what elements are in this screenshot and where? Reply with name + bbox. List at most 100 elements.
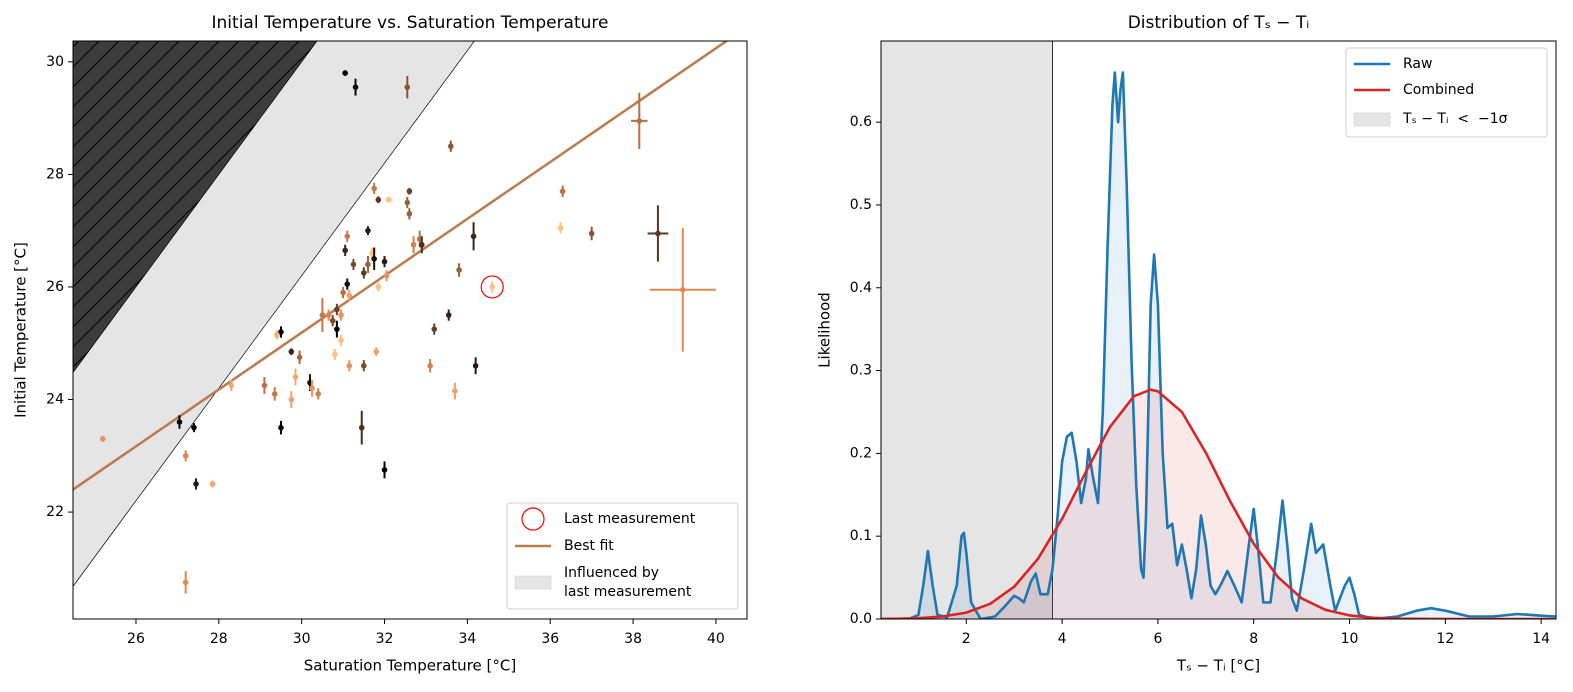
y-tick-label: 0.3 — [850, 363, 872, 379]
x-tick-label: 30 — [293, 631, 311, 647]
x-tick-label: 8 — [1249, 631, 1258, 647]
legend-label: Tₛ − Tᵢ < −1σ — [1402, 111, 1508, 127]
point — [309, 385, 315, 392]
point — [358, 424, 365, 431]
y-tick-label: 26 — [46, 279, 64, 295]
point — [332, 351, 338, 358]
point — [472, 362, 479, 369]
legend-label: Best fit — [564, 538, 614, 554]
point — [406, 210, 413, 217]
y-tick-label: 0.4 — [850, 280, 872, 296]
x-tick-label: 4 — [1058, 631, 1067, 647]
x-axis-label: Saturation Temperature [°C] — [304, 657, 516, 675]
point — [288, 396, 295, 403]
y-tick-label: 0.1 — [850, 528, 872, 544]
point — [352, 84, 359, 90]
point — [679, 286, 686, 293]
point — [445, 312, 452, 318]
point — [261, 382, 268, 389]
point — [325, 312, 332, 318]
point — [338, 337, 344, 344]
point — [431, 326, 438, 332]
legend-marker — [521, 507, 545, 531]
legend-label: Raw — [1403, 56, 1432, 72]
point — [365, 227, 371, 234]
x-tick-label: 40 — [707, 631, 725, 647]
point — [365, 261, 371, 268]
point — [228, 382, 235, 389]
point — [375, 284, 382, 290]
point — [278, 329, 284, 335]
point — [588, 230, 595, 237]
point — [655, 230, 661, 237]
x-tick-label: 38 — [624, 631, 642, 647]
x-tick-label: 36 — [541, 631, 559, 647]
point — [452, 388, 458, 394]
legend-label: last measurement — [564, 584, 692, 600]
point — [182, 579, 189, 586]
y-tick-label: 28 — [46, 166, 64, 182]
point — [182, 452, 189, 459]
point — [404, 84, 411, 90]
point — [319, 312, 326, 318]
legend-label: Influenced by — [564, 565, 659, 581]
point — [346, 362, 353, 369]
point — [334, 306, 340, 313]
y-tick-label: 0.2 — [850, 445, 872, 461]
point — [209, 481, 216, 487]
y-tick-label: 24 — [46, 392, 64, 408]
x-axis-label: Tₛ − Tᵢ [°C] — [1176, 657, 1260, 675]
fit-line — [73, 41, 729, 491]
point — [191, 424, 197, 431]
x-tick-label: 10 — [1341, 631, 1359, 647]
point — [371, 185, 377, 192]
point — [373, 348, 380, 355]
point — [361, 270, 367, 276]
point — [193, 481, 199, 487]
point — [329, 317, 336, 324]
point — [385, 196, 392, 203]
point — [557, 225, 564, 231]
point — [361, 362, 367, 369]
point — [406, 188, 413, 195]
y-tick-label: 0.0 — [850, 611, 872, 627]
chart-title: Initial Temperature vs. Saturation Tempe… — [212, 13, 609, 33]
point — [292, 374, 299, 380]
y-tick-label: 22 — [46, 504, 64, 520]
plot-area — [73, 41, 729, 594]
x-tick-label: 32 — [376, 631, 394, 647]
point — [334, 326, 340, 332]
legend-label: Last measurement — [564, 511, 696, 527]
y-tick-label: 0.6 — [850, 114, 872, 130]
line — [881, 388, 1556, 619]
legend-marker — [1353, 112, 1391, 127]
point — [381, 258, 388, 265]
chart-title: Distribution of Tₛ − Tᵢ — [1128, 13, 1310, 33]
last-measurement — [480, 275, 504, 299]
point — [381, 467, 388, 473]
point — [489, 284, 496, 290]
axes-frame — [72, 40, 748, 620]
point — [636, 118, 643, 124]
point — [344, 281, 351, 287]
point — [340, 289, 346, 296]
point — [470, 233, 477, 240]
point — [427, 362, 433, 369]
region-edge — [73, 41, 318, 373]
x-tick-label: 2 — [962, 631, 971, 647]
point — [278, 424, 284, 431]
x-tick-label: 34 — [458, 631, 476, 647]
y-tick-label: 30 — [46, 54, 64, 70]
point — [274, 331, 280, 338]
region-edge — [73, 41, 475, 587]
point — [559, 188, 566, 195]
point — [271, 391, 278, 397]
point — [371, 256, 377, 262]
x-tick-label: 26 — [127, 631, 145, 647]
x-tick-label: 28 — [210, 631, 228, 647]
legend-label: Combined — [1403, 82, 1474, 98]
point — [383, 272, 390, 279]
axes-frame — [880, 40, 1557, 620]
point — [296, 354, 303, 361]
